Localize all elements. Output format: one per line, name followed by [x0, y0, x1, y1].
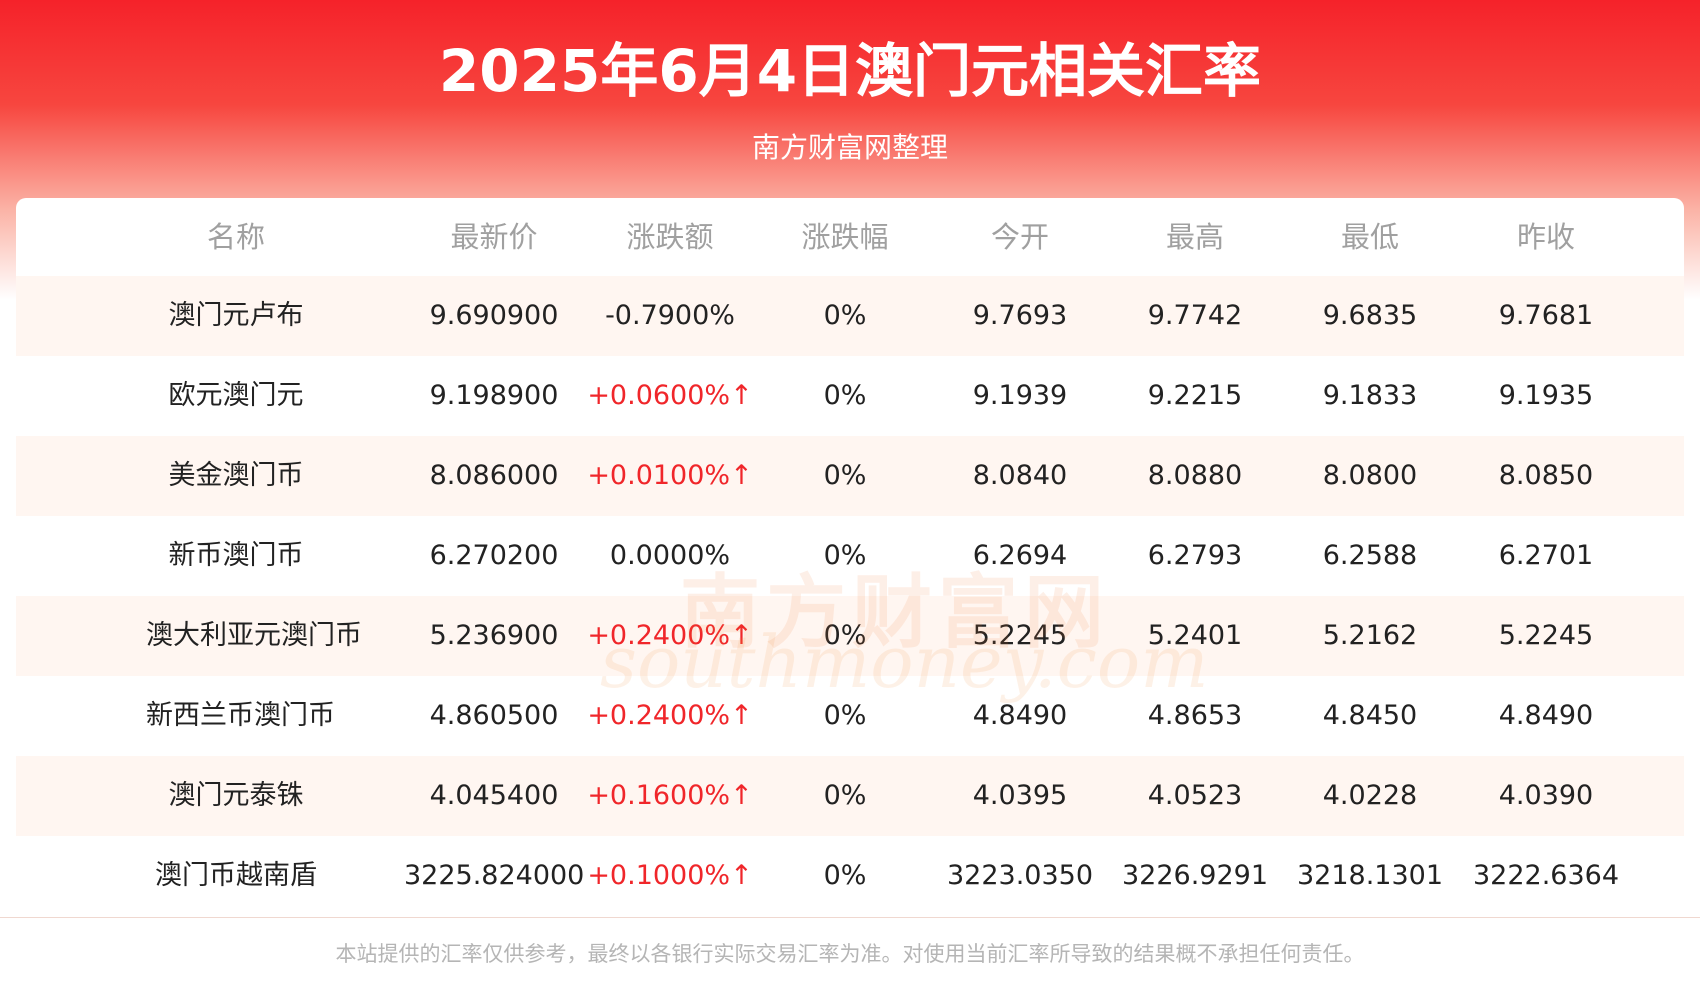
table-cell: 4.0523 — [1147, 780, 1243, 811]
table-cell: 新西兰币澳门币 — [146, 700, 335, 731]
table-cell: 0% — [823, 620, 867, 651]
table-cell: 9.2215 — [1147, 380, 1243, 411]
table-cell: 0% — [823, 700, 867, 731]
column-header: 名称 — [206, 220, 265, 254]
table-row: 澳门元泰铢 4.045400 +0.1600%↑ 0% 4.0395 4.0523 4.02… — [16, 756, 1684, 836]
table-cell: 9.1935 — [1498, 380, 1594, 411]
table-cell: 9.198900 — [429, 380, 559, 411]
table-cell: 8.0840 — [972, 460, 1068, 491]
table-cell: 8.0880 — [1147, 460, 1243, 491]
table-cell: 4.8450 — [1322, 700, 1418, 731]
table-cell: 0% — [823, 780, 867, 811]
table-row: 澳门币越南盾 3225.824000 +0.1000%↑ 0% 3223.0350 322… — [16, 836, 1684, 916]
column-header: 涨跌额 — [626, 220, 714, 254]
table-cell: 6.2793 — [1147, 540, 1243, 571]
table-cell: 澳门币越南盾 — [155, 860, 317, 891]
table-cell: 3225.824000 — [404, 860, 585, 891]
table-row: 欧元澳门元 9.198900 +0.0600%↑ 0% 9.1939 9.2215 9.18… — [16, 356, 1684, 436]
column-header: 昨收 — [1516, 220, 1575, 254]
watermark: 南方财富网 — [680, 566, 1110, 659]
table-cell: 9.1833 — [1322, 380, 1418, 411]
title: 2025年6月4日澳门元相关汇率 — [438, 37, 1262, 105]
table-cell: 9.7742 — [1147, 300, 1243, 331]
column-header: 今开 — [990, 220, 1049, 254]
table-cell: 9.6835 — [1322, 300, 1418, 331]
table-cell: -0.7900% — [605, 300, 735, 331]
table-row: 澳大利亚元澳门币 5.236900 +0.2400%↑ 0% 5.2245 5.2401 5… — [16, 596, 1684, 676]
table-cell: 美金澳门币 — [168, 460, 304, 491]
table-cell: +0.2400%↑ — [587, 620, 753, 651]
table-cell: 6.270200 — [429, 540, 559, 571]
table-cell: 4.8653 — [1147, 700, 1243, 731]
table-cell: 0% — [823, 860, 867, 891]
column-header: 最低 — [1340, 220, 1399, 254]
table-cell: 9.1939 — [972, 380, 1068, 411]
table-row: 新币澳门币 6.270200 0.0000% 0% 6.2694 6.2793 6.2588… — [16, 516, 1684, 596]
table-cell: 3226.9291 — [1121, 860, 1268, 891]
table-cell: 8.0800 — [1322, 460, 1418, 491]
table-cell: 澳门元泰铢 — [168, 780, 304, 811]
table-cell: 欧元澳门元 — [168, 380, 304, 411]
column-header: 涨跌幅 — [801, 220, 889, 254]
table: 名称 最新价 涨跌额 涨跌幅 今开 最高 最低 昨收澳门元卢布 9.690900 -0.7900%… — [16, 198, 1684, 918]
table-cell: +0.1000%↑ — [587, 860, 753, 891]
table-cell: +0.1600%↑ — [587, 780, 753, 811]
column-header: 最高 — [1165, 220, 1224, 254]
table-cell: 3222.6364 — [1472, 860, 1619, 891]
table-cell: 8.086000 — [429, 460, 559, 491]
table-cell: 6.2694 — [972, 540, 1068, 571]
table-cell: 0% — [823, 380, 867, 411]
table-row: 美金澳门币 8.086000 +0.0100%↑ 0% 8.0840 8.0880 8.08… — [16, 436, 1684, 516]
table-cell: +0.0600%↑ — [587, 380, 753, 411]
table-cell: 4.0395 — [972, 780, 1068, 811]
table-cell: 5.2401 — [1147, 620, 1243, 651]
table-cell: 4.8490 — [972, 700, 1068, 731]
table-cell: 3223.0350 — [946, 860, 1093, 891]
subtitle: 南方财富网整理 — [751, 131, 948, 164]
table-cell: 0% — [823, 460, 867, 491]
watermark: southmoney.com — [600, 620, 1209, 704]
table-cell: 4.8490 — [1498, 700, 1594, 731]
table-cell: 9.690900 — [429, 300, 559, 331]
table-cell: 5.2245 — [1498, 620, 1594, 651]
table-cell: 9.7693 — [972, 300, 1068, 331]
table-cell: 6.2588 — [1322, 540, 1418, 571]
table-cell: 澳大利亚元澳门币 — [146, 620, 362, 651]
table-cell: 6.2701 — [1498, 540, 1594, 571]
table-cell: 4.045400 — [429, 780, 559, 811]
table-cell: 5.236900 — [429, 620, 559, 651]
table-cell: 3218.1301 — [1296, 860, 1443, 891]
disclaimer: 本站提供的汇率仅供参考，最终以各银行实际交易汇率为准。对使用当前汇率所导致的结果… — [335, 942, 1365, 966]
table-cell: 9.7681 — [1498, 300, 1594, 331]
table-cell: 0% — [823, 540, 867, 571]
table-cell: 8.0850 — [1498, 460, 1594, 491]
table-row: 新西兰币澳门币 4.860500 +0.2400%↑ 0% 4.8490 4.8653 4.… — [16, 676, 1684, 756]
table-cell: 0% — [823, 300, 867, 331]
table-cell: 澳门元卢布 — [168, 300, 304, 331]
table-cell: +0.2400%↑ — [587, 700, 753, 731]
table-cell: 4.860500 — [429, 700, 559, 731]
table-cell: 4.0390 — [1498, 780, 1594, 811]
table-cell: 5.2162 — [1322, 620, 1418, 651]
divider — [0, 917, 1700, 918]
table-cell: 0.0000% — [609, 540, 731, 571]
table-cell: 新币澳门币 — [168, 540, 304, 571]
table-cell: +0.0100%↑ — [587, 460, 753, 491]
column-header: 最新价 — [450, 220, 538, 254]
table-cell: 5.2245 — [972, 620, 1068, 651]
table-cell: 4.0228 — [1322, 780, 1418, 811]
table-row: 澳门元卢布 9.690900 -0.7900% 0% 9.7693 9.7742 9.683… — [16, 276, 1684, 356]
